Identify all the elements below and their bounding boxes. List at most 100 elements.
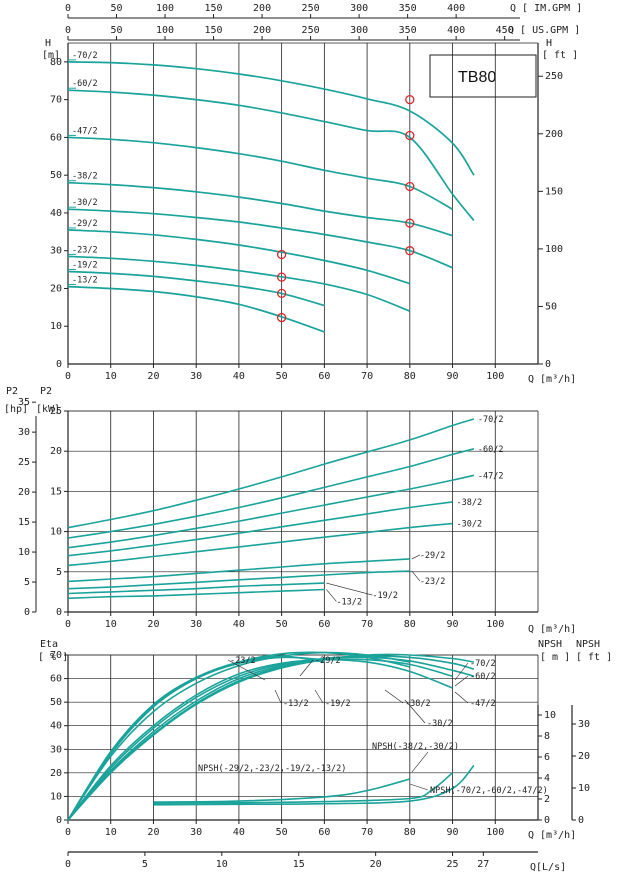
- eta-curve-label: -23/2: [230, 656, 256, 666]
- usgpm-tick-label: 300: [350, 25, 368, 36]
- power-hp-tick-label: 30: [18, 427, 30, 438]
- power-curve-label: -60/2: [478, 445, 504, 455]
- head-x-tick-label: 10: [105, 371, 117, 382]
- power-kw-tick-label: 5: [56, 567, 62, 578]
- eta-x-tick-label: 80: [404, 827, 416, 838]
- power-x-tick-label: 100: [486, 619, 504, 630]
- eta-curve-label: -30/2: [427, 719, 453, 729]
- head-curve: [67, 136, 453, 210]
- usgpm-tick-label: 350: [399, 25, 417, 36]
- npsh-m-tick-label: 2: [544, 794, 550, 805]
- head-curve-label: -38/2: [72, 172, 98, 182]
- head-y-tick-label: 40: [50, 208, 62, 219]
- h-ft-axis-title: H: [546, 38, 552, 49]
- imgpm-tick-label: 0: [65, 3, 71, 14]
- eta-label-leader: [454, 675, 469, 687]
- head-y-tick-label: 50: [50, 170, 62, 181]
- head-curve: [67, 255, 411, 312]
- power-kw-tick-label: 0: [56, 607, 62, 618]
- eta-y-tick-label: 70: [50, 650, 62, 661]
- eta-x-tick-label: 0: [65, 827, 71, 838]
- imgpm-tick-label: 300: [350, 3, 368, 14]
- kw-unit: [kW]: [36, 404, 60, 415]
- power-kw-tick-label: 15: [50, 486, 62, 497]
- eta-x-tick-label: 30: [190, 827, 202, 838]
- usgpm-tick-label: 250: [302, 25, 320, 36]
- bep-marker: [405, 130, 415, 141]
- npsh-label-leader: [409, 783, 429, 791]
- q-axis-title-2: Q [m³/h]: [528, 624, 576, 635]
- bep-marker: [405, 246, 415, 256]
- power-kw-tick-label: 10: [50, 527, 62, 538]
- ls-tick-label: 20: [370, 859, 382, 870]
- eta-label-leader: [314, 689, 324, 704]
- power-kw-tick-label: 25: [50, 406, 62, 417]
- model-title: TB80: [458, 69, 496, 86]
- eta-label-leader: [274, 689, 282, 704]
- head-ft-tick-label: 50: [545, 301, 557, 312]
- npsh-curve-label: NPSH(-70/2,-60/2,-47/2): [430, 786, 548, 796]
- bep-marker: [405, 94, 415, 105]
- eta-label-leader: [404, 699, 426, 724]
- npsh-m-tick-label: 6: [544, 752, 550, 763]
- head-curve: [67, 270, 325, 307]
- head-curve: [67, 181, 453, 237]
- eta-curve: [67, 653, 475, 821]
- power-curve-label: -29/2: [420, 551, 446, 561]
- head-ft-tick-label: 100: [545, 244, 563, 255]
- bep-marker: [276, 272, 287, 282]
- power-x-tick-label: 60: [318, 619, 330, 630]
- eta-curve-label: -60/2: [470, 672, 496, 682]
- npsh-curve-label: NPSH(-38/2,-30/2): [372, 742, 459, 752]
- eta-curve: [67, 658, 453, 821]
- eta-curve-label: -19/2: [325, 699, 351, 709]
- head-curve: [67, 208, 453, 269]
- head-curve-label: -29/2: [72, 219, 98, 229]
- q-axis-title-1: Q [m³/h]: [528, 374, 576, 385]
- power-curve: [67, 558, 410, 583]
- eta-curve-label: -13/2: [283, 699, 309, 709]
- power-x-tick-label: 30: [190, 619, 202, 630]
- ls-tick-label: 0: [65, 859, 71, 870]
- eta-label-leader: [454, 691, 469, 704]
- eta-y-tick-label: 40: [50, 721, 62, 732]
- npsh-m-tick-label: 4: [544, 773, 550, 784]
- power-curve: [67, 582, 325, 595]
- power-curve: [67, 501, 453, 557]
- ls-tick-label: 10: [216, 859, 228, 870]
- power-label-leader: [411, 554, 420, 560]
- head-curve-label: -13/2: [72, 276, 98, 286]
- head-ft-tick-label: 0: [545, 359, 551, 370]
- head-x-tick-label: 0: [65, 371, 71, 382]
- power-curve: [67, 474, 475, 549]
- power-curve-label: -13/2: [336, 597, 362, 607]
- head-x-tick-label: 90: [447, 371, 459, 382]
- head-curve-label: -19/2: [72, 260, 98, 270]
- power-hp-tick-label: 0: [24, 607, 30, 618]
- head-x-tick-label: 40: [233, 371, 245, 382]
- eta-curve: [67, 656, 475, 821]
- imgpm-tick-label: 200: [253, 3, 271, 14]
- eta-x-tick-label: 10: [105, 827, 117, 838]
- eta-curve: [67, 655, 475, 821]
- eta-x-tick-label: 90: [447, 827, 459, 838]
- h-axis-unit: [m]: [42, 50, 60, 61]
- power-curve: [67, 448, 475, 539]
- eta-curve-label: -70/2: [470, 659, 496, 669]
- usgpm-tick-label: 150: [205, 25, 223, 36]
- usgpm-tick-label: 100: [156, 25, 174, 36]
- power-x-tick-label: 10: [105, 619, 117, 630]
- head-ft-tick-label: 150: [545, 186, 563, 197]
- npsh-curve: [153, 764, 475, 806]
- head-y-tick-label: 10: [50, 321, 62, 332]
- eta-x-tick-label: 20: [147, 827, 159, 838]
- eta-label-leader: [299, 659, 314, 677]
- power-curve: [67, 588, 325, 600]
- eta-curve: [67, 658, 453, 821]
- head-x-tick-label: 60: [318, 371, 330, 382]
- power-label-leader: [326, 582, 373, 596]
- npsh-ft-title: NPSH: [576, 639, 600, 650]
- q-axis-title-3: Q [m³/h]: [528, 830, 576, 841]
- npsh-curve: [153, 778, 411, 803]
